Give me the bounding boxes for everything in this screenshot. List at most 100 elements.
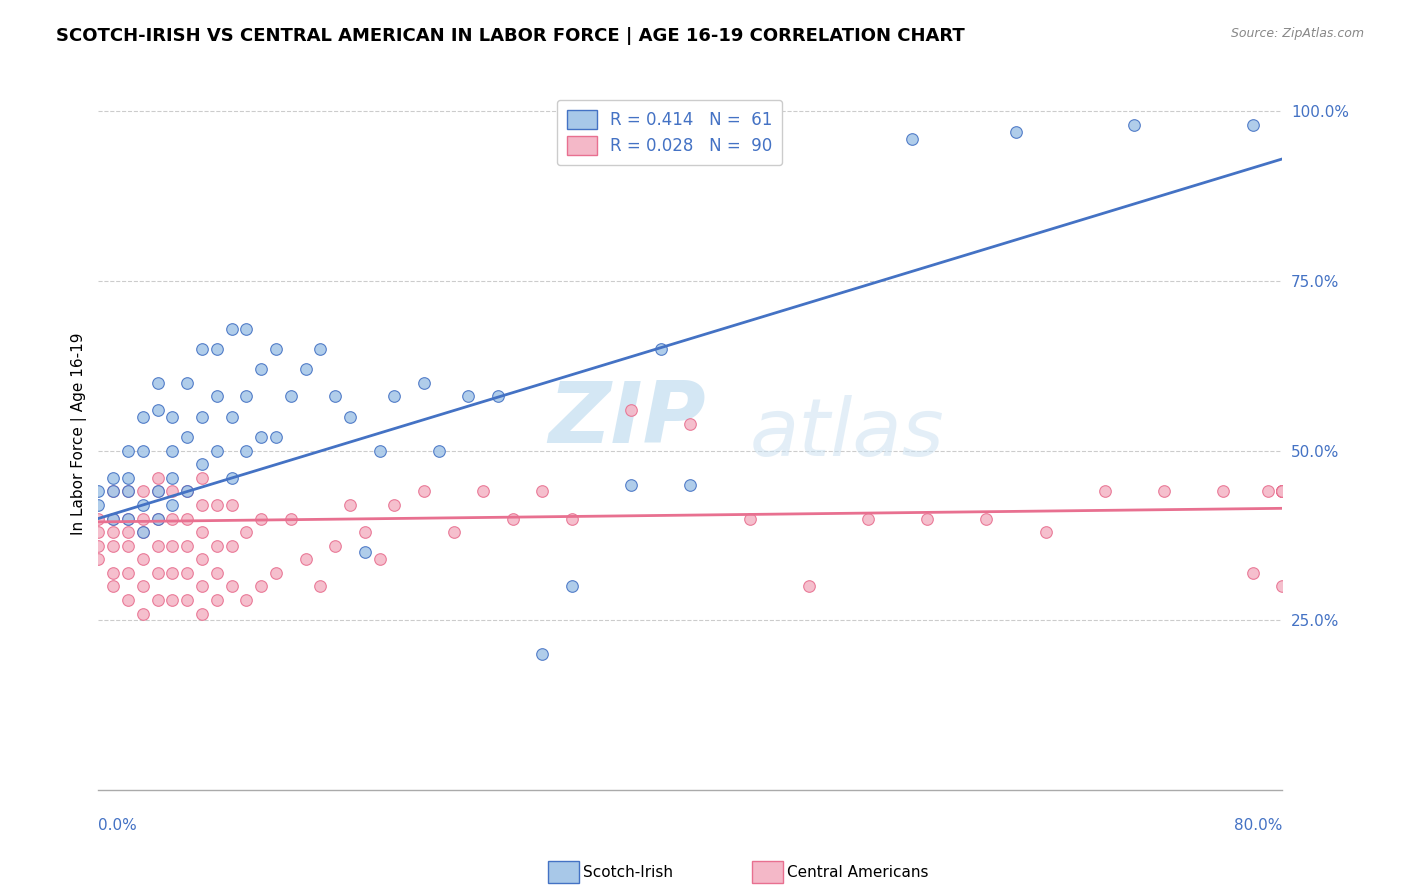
Point [221,321,243,335]
Point [679,477,702,491]
Point [457,389,479,403]
Point [101,511,124,525]
Point [738,511,761,525]
Point [162,471,184,485]
Point [176,484,198,499]
Point [384,389,406,403]
Legend: R = 0.414   N =  61, R = 0.028   N =  90: R = 0.414 N = 61, R = 0.028 N = 90 [557,100,782,165]
Point [101,484,124,499]
Point [101,579,124,593]
Point [162,511,184,525]
Point [1271,579,1294,593]
Point [191,524,214,539]
Point [353,545,375,559]
Point [250,579,273,593]
Point [235,593,257,607]
Point [117,524,139,539]
Point [176,376,198,390]
Point [1271,484,1294,499]
Point [384,498,406,512]
Point [294,552,316,566]
Text: Scotch-Irish: Scotch-Irish [583,865,673,880]
Point [191,457,214,471]
Point [132,607,155,621]
Point [162,539,184,553]
Point [146,471,169,485]
Point [620,403,643,417]
Point [221,409,243,424]
Point [132,484,155,499]
Point [1241,118,1264,132]
Y-axis label: In Labor Force | Age 16-19: In Labor Force | Age 16-19 [72,333,87,535]
Point [87,552,110,566]
Point [176,593,198,607]
Point [1271,484,1294,499]
Point [101,471,124,485]
Point [117,566,139,580]
Point [117,539,139,553]
Point [162,484,184,499]
Point [132,579,155,593]
Point [1271,484,1294,499]
Point [323,539,346,553]
Point [87,498,110,512]
Point [146,539,169,553]
Point [117,443,139,458]
Point [132,409,155,424]
Point [87,539,110,553]
Point [191,498,214,512]
Point [250,362,273,376]
Point [1123,118,1146,132]
Point [146,511,169,525]
Point [117,484,139,499]
Point [264,566,287,580]
Point [101,539,124,553]
Point [235,389,257,403]
Point [176,539,198,553]
Point [146,403,169,417]
Point [339,498,361,512]
Text: atlas: atlas [749,394,945,473]
Point [309,579,332,593]
Point [353,524,375,539]
Point [146,511,169,525]
Point [531,647,554,661]
Text: 0.0%: 0.0% [98,819,138,833]
Text: Central Americans: Central Americans [787,865,929,880]
Point [235,321,257,335]
Point [1271,484,1294,499]
Point [205,566,228,580]
Point [176,511,198,525]
Point [117,511,139,525]
Point [309,342,332,356]
Point [87,484,110,499]
Point [502,511,524,525]
Point [176,430,198,444]
Point [205,443,228,458]
Point [486,389,509,403]
Point [205,593,228,607]
Point [1153,484,1175,499]
Point [146,484,169,499]
Text: SCOTCH-IRISH VS CENTRAL AMERICAN IN LABOR FORCE | AGE 16-19 CORRELATION CHART: SCOTCH-IRISH VS CENTRAL AMERICAN IN LABO… [56,27,965,45]
Point [235,524,257,539]
Point [146,484,169,499]
Point [472,484,495,499]
Point [264,342,287,356]
Point [427,443,450,458]
Point [117,484,139,499]
Point [280,389,302,403]
Point [146,566,169,580]
Point [191,607,214,621]
Point [294,362,316,376]
Point [117,471,139,485]
Point [561,511,583,525]
Point [221,539,243,553]
Point [264,430,287,444]
Point [1271,484,1294,499]
Point [250,511,273,525]
Point [221,579,243,593]
Text: ZIP: ZIP [548,378,706,461]
Point [191,552,214,566]
Point [368,443,391,458]
